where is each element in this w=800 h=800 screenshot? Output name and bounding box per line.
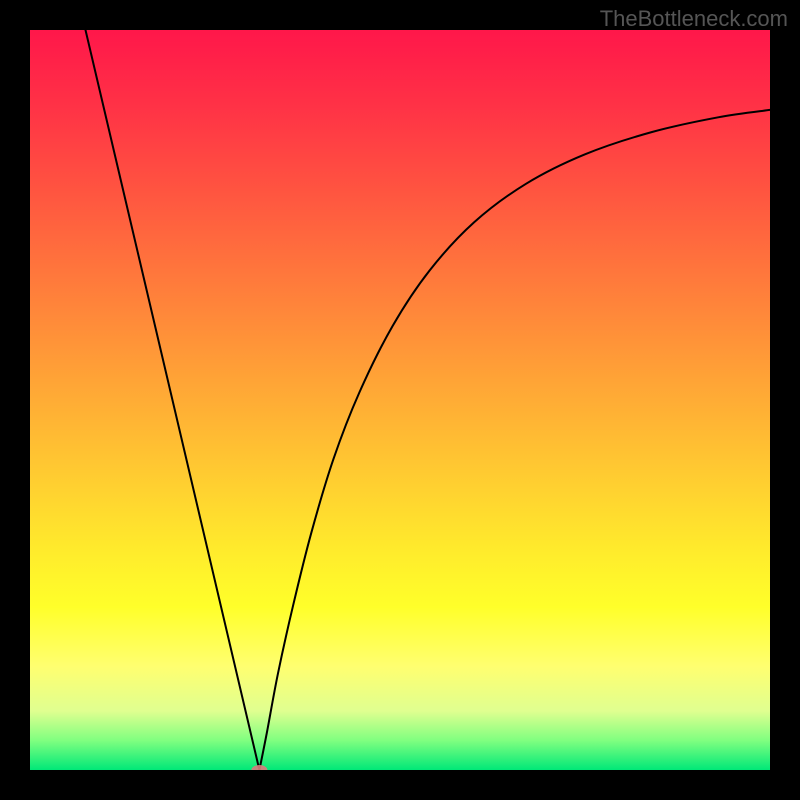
chart-background — [30, 30, 770, 770]
bottleneck-chart — [0, 0, 800, 800]
watermark-text: TheBottleneck.com — [600, 6, 788, 32]
chart-container: TheBottleneck.com — [0, 0, 800, 800]
